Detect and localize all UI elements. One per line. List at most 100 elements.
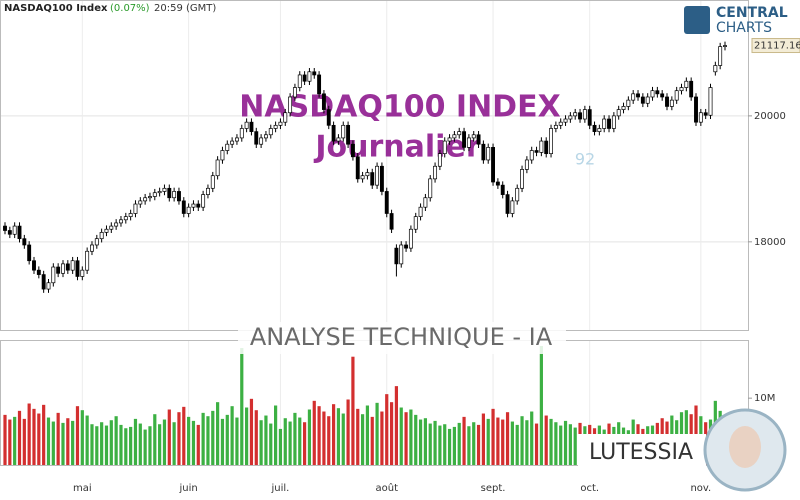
candle-body	[718, 46, 723, 66]
candle-body	[491, 147, 496, 183]
score-watermark: 92	[575, 150, 595, 169]
volume-bar	[336, 408, 341, 465]
volume-bar	[85, 415, 89, 465]
volume-bar	[259, 420, 263, 465]
volume-bar	[240, 348, 244, 465]
candle-body	[249, 121, 254, 132]
volume-bar	[143, 429, 147, 465]
candle-body	[607, 118, 611, 129]
x-tick-label: oct.	[580, 483, 599, 494]
candle-body	[723, 45, 727, 47]
candle-body	[578, 112, 582, 120]
candle-body	[544, 140, 549, 155]
assistant-name: LUTESSIA	[589, 440, 693, 465]
volume-bar	[177, 412, 181, 465]
candle-body	[288, 96, 293, 114]
candle-body	[90, 244, 94, 252]
x-tick-label: juin	[179, 483, 198, 494]
volume-bar	[206, 416, 210, 465]
x-tick-label: sept.	[481, 483, 506, 494]
volume-bar	[360, 414, 365, 465]
volume-bar	[346, 399, 350, 465]
volume-bar	[153, 414, 157, 465]
candle-body	[447, 137, 452, 142]
volume-bar	[375, 402, 379, 465]
volume-bar	[109, 420, 113, 465]
candle-body	[297, 74, 302, 88]
candle-body	[549, 128, 553, 155]
candle-body	[114, 222, 119, 227]
candle-body	[263, 134, 268, 139]
candle-body	[259, 137, 264, 145]
candle-body	[520, 169, 524, 189]
x-tick-label: nov.	[690, 483, 711, 494]
candle-body	[626, 99, 631, 107]
volume-bar	[167, 409, 171, 465]
volume-bar	[249, 398, 254, 465]
volume-bar	[356, 408, 360, 465]
candle-body	[99, 232, 104, 240]
volume-bar	[230, 406, 234, 465]
volume-bar	[351, 356, 355, 465]
volume-bar	[37, 413, 41, 465]
candle-body	[70, 260, 75, 271]
candle-body	[119, 219, 123, 224]
candle-body	[481, 143, 486, 161]
y-tick-label: 20000	[754, 111, 786, 122]
volume-bar	[245, 407, 249, 465]
candle-body	[273, 124, 278, 129]
candle-body	[660, 93, 665, 98]
candle-body	[186, 206, 191, 214]
candle-body	[355, 156, 360, 180]
volume-bar	[104, 425, 109, 465]
volume-bar	[452, 426, 456, 465]
volume-bar	[409, 409, 413, 465]
candle-body	[3, 225, 7, 231]
volume-bar	[433, 420, 437, 465]
volume-bar	[95, 426, 99, 465]
candle-body	[655, 90, 660, 95]
volume-bar	[191, 420, 196, 465]
volume-bar	[27, 403, 31, 465]
candle-body	[196, 203, 201, 208]
candle-body	[128, 213, 133, 217]
candle-body	[713, 65, 718, 73]
candle-body	[148, 196, 152, 199]
analysis-band	[238, 322, 566, 354]
candle-body	[32, 260, 36, 271]
volume-bar	[216, 402, 220, 465]
candle-body	[423, 197, 428, 208]
candle-body	[56, 266, 61, 274]
candle-body	[669, 99, 674, 107]
candle-body	[462, 131, 467, 148]
candle-body	[708, 87, 713, 116]
volume-bar	[312, 400, 316, 465]
candle-body	[703, 112, 708, 116]
candle-body	[399, 244, 404, 265]
candle-body	[500, 184, 505, 195]
time-label: 20:59 (GMT)	[154, 3, 216, 14]
candle-body	[210, 175, 215, 189]
candle-body	[123, 216, 128, 221]
candle-body	[321, 93, 326, 110]
logo-icon	[684, 6, 710, 34]
volume-bar	[447, 428, 452, 465]
candle-body	[408, 228, 413, 249]
candle-body	[437, 153, 442, 167]
candle-body	[230, 140, 235, 145]
candle-body	[278, 121, 283, 126]
volume-bar	[428, 423, 432, 465]
volume-bar	[385, 394, 389, 465]
volume-bar	[3, 414, 7, 465]
candle-body	[698, 112, 703, 123]
volume-bar	[457, 422, 461, 465]
volume-bar	[148, 426, 152, 465]
volume-bar	[201, 412, 205, 465]
marks-layer	[3, 41, 727, 465]
candle-body	[133, 203, 138, 214]
candle-body	[317, 74, 322, 95]
candle-body	[563, 118, 568, 123]
candle-body	[104, 228, 109, 233]
volume-bar	[32, 408, 36, 465]
volume-bar	[133, 418, 138, 465]
